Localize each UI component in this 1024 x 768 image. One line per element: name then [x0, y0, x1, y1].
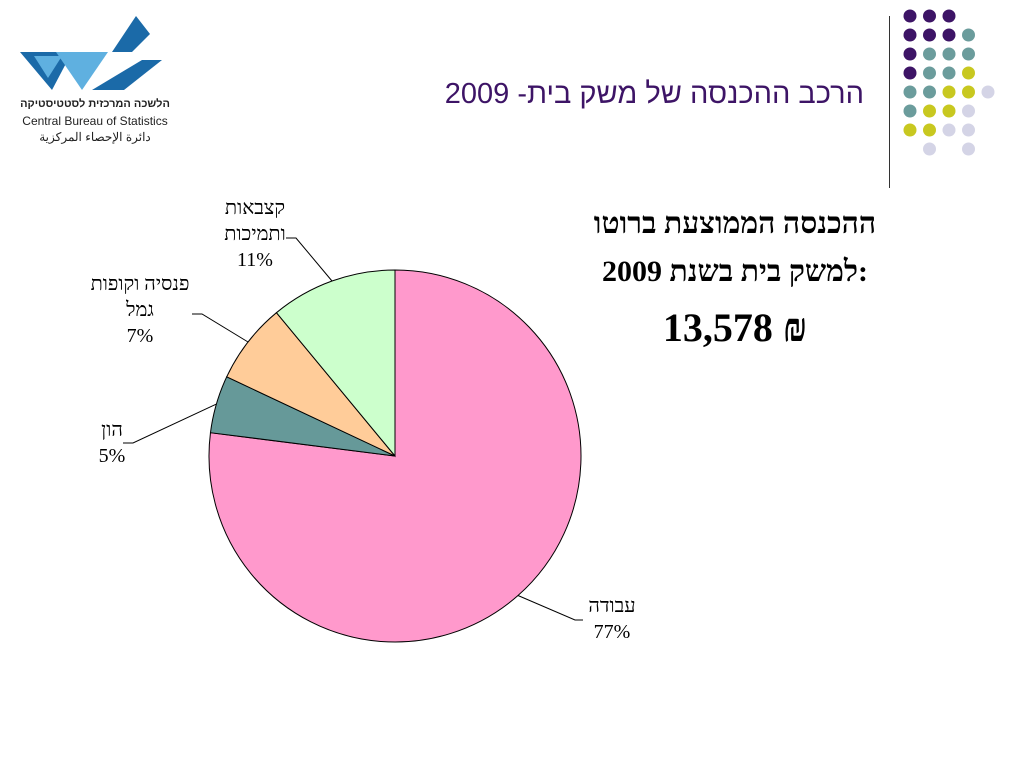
decor-dot — [962, 66, 975, 80]
summary-heading-line2: למשק בית בשנת 2009: — [602, 255, 868, 288]
logo-shape-inner — [34, 56, 62, 78]
decor-dot — [923, 47, 936, 61]
pie-slice-percent-label: 11% — [237, 249, 273, 271]
pie-leader-line — [192, 313, 249, 343]
decor-dot — [962, 28, 975, 42]
summary-heading-line1: ההכנסה הממוצעת ברוטו — [593, 207, 877, 240]
decor-dot — [942, 9, 956, 23]
pie-slice — [275, 269, 396, 458]
decor-dot — [903, 47, 917, 61]
pie-slice-label: עבודה — [588, 595, 635, 617]
decorative-dot-grid — [903, 9, 995, 156]
decor-dot — [903, 85, 917, 99]
decor-dot — [923, 66, 936, 80]
decor-dot — [962, 104, 975, 118]
decor-dot — [903, 66, 917, 80]
title-divider — [889, 16, 890, 188]
slide-title: הרכב ההכנסה של משק בית- 2009 — [444, 78, 864, 110]
decor-dot — [923, 142, 936, 156]
pie-slice-percent-label: 5% — [99, 445, 126, 467]
decor-dot — [923, 123, 936, 137]
decor-dot — [942, 28, 956, 42]
decor-dot — [903, 104, 917, 118]
cbs-logo: הלשכה המרכזית לסטטיסטיקה Central Bureau … — [12, 8, 172, 158]
decor-dot — [923, 9, 936, 23]
decor-dot — [942, 104, 956, 118]
decor-dot — [942, 47, 956, 61]
decor-dot — [903, 123, 917, 137]
pie-slice-label: גמל — [125, 299, 154, 321]
pie-slice-percent-label: 77% — [594, 621, 631, 643]
decor-dot — [942, 66, 956, 80]
decor-dot — [962, 47, 975, 61]
pie-labels: עבודה 77% הון 5% פנסיה וקופות גמל 7% קצבאות ותמי… — [91, 197, 636, 643]
pie-slice-label: הון — [101, 419, 123, 441]
pie-slice-label: ותמיכות — [224, 223, 286, 245]
decor-dot — [923, 104, 936, 118]
decor-dot — [923, 85, 936, 99]
decor-dot — [981, 85, 995, 99]
pie-slice-label: קצבאות — [225, 197, 285, 219]
decor-dot — [942, 123, 956, 137]
pie-leader-line — [286, 237, 333, 282]
decor-dot — [962, 123, 975, 137]
decor-dot — [903, 28, 917, 42]
decor-dot — [962, 85, 975, 99]
logo-arabic-name: دائرة الإحصاء المركزية — [39, 130, 151, 144]
decor-dot — [903, 9, 917, 23]
logo-shape-bottom — [92, 60, 162, 90]
decor-dot — [942, 85, 956, 99]
cbs-logo-mark — [20, 16, 162, 90]
pie-leader-line — [517, 595, 583, 621]
logo-hebrew-name: הלשכה המרכזית לסטטיסטיקה — [20, 98, 170, 110]
pie-slice-percent-label: 7% — [127, 325, 154, 347]
summary-amount: 13,578 ₪ — [662, 305, 808, 350]
pie-slice-label: פנסיה וקופות — [91, 273, 190, 295]
decor-dot — [923, 28, 936, 42]
logo-shape-right — [78, 16, 150, 52]
pie-leader-lines — [123, 237, 583, 621]
decor-dot — [962, 142, 975, 156]
pie-leader-line — [123, 403, 217, 444]
logo-shape-middle — [56, 52, 108, 90]
pie-slices — [208, 269, 582, 643]
logo-english-name: Central Bureau of Statistics — [22, 114, 168, 128]
income-summary: ההכנסה הממוצעת ברוטו למשק בית בשנת 2009:… — [540, 200, 930, 351]
